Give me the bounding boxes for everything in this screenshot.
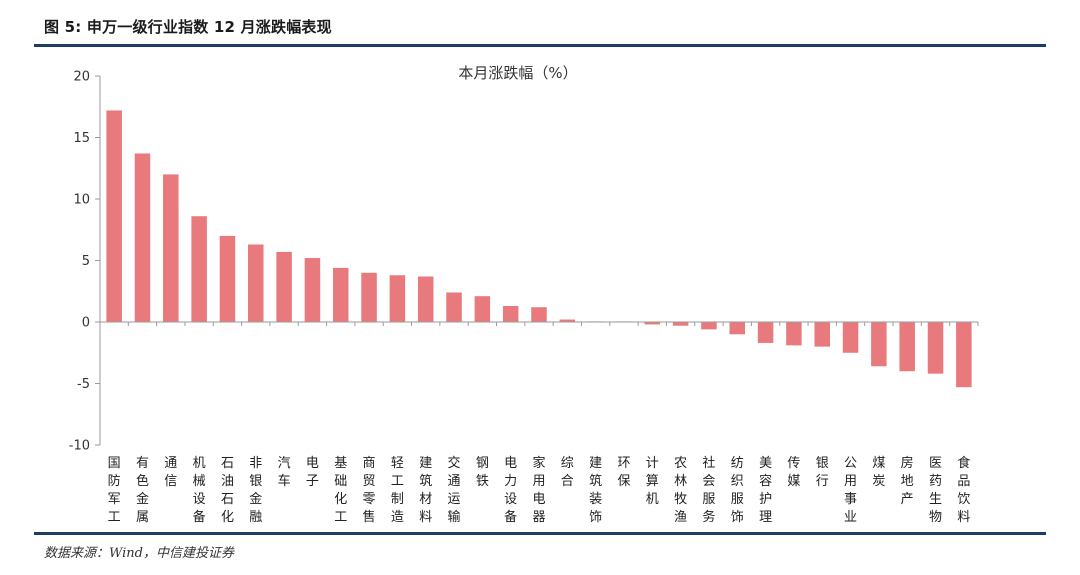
category-label: 环保 bbox=[617, 456, 630, 489]
category-label: 农林牧渔 bbox=[674, 456, 687, 525]
category-label: 国防军工 bbox=[108, 456, 121, 525]
bar bbox=[332, 267, 349, 322]
bar bbox=[871, 322, 887, 367]
bar bbox=[701, 322, 717, 330]
category-label: 建筑材料 bbox=[419, 456, 432, 525]
figure-header: 图 5: 申万一级行业指数 12 月涨跌幅表现 bbox=[44, 16, 1046, 37]
category-label: 非银金融 bbox=[249, 456, 262, 525]
bar bbox=[786, 322, 802, 346]
bar bbox=[644, 322, 661, 325]
chart-title: 本月涨跌幅（%） bbox=[458, 64, 577, 82]
category-label: 纺织服饰 bbox=[731, 456, 744, 525]
bar bbox=[446, 292, 462, 322]
category-label: 综合 bbox=[561, 456, 574, 489]
bar bbox=[927, 322, 944, 374]
bottom-rule bbox=[34, 532, 1046, 535]
category-label: 社会服务 bbox=[702, 455, 715, 525]
bar bbox=[248, 244, 264, 322]
bar bbox=[134, 153, 151, 322]
category-label: 轻工制造 bbox=[391, 456, 404, 525]
category-label: 基础化工 bbox=[334, 456, 347, 525]
category-label: 有色金属 bbox=[136, 456, 149, 525]
x-axis bbox=[99, 321, 979, 326]
bar bbox=[106, 110, 122, 322]
bar bbox=[842, 322, 859, 353]
bar bbox=[814, 322, 830, 347]
bar bbox=[191, 216, 207, 322]
bar bbox=[361, 272, 377, 322]
category-label: 医药生物 bbox=[929, 456, 942, 525]
figure-source: 数据来源：Wind，中信建投证券 bbox=[44, 546, 234, 561]
bar bbox=[672, 322, 689, 326]
bar bbox=[219, 235, 236, 322]
category-label: 电力设备 bbox=[504, 456, 517, 525]
category-label: 家用电器 bbox=[532, 455, 545, 525]
category-label: 电子 bbox=[306, 456, 319, 489]
bar bbox=[899, 322, 915, 372]
category-label: 煤炭 bbox=[872, 456, 885, 489]
bar bbox=[276, 251, 292, 322]
category-label: 公用事业 bbox=[844, 456, 857, 525]
top-rule bbox=[34, 44, 1046, 47]
bar bbox=[729, 322, 746, 335]
y-tick-label: -10 bbox=[69, 439, 90, 454]
category-label: 通信 bbox=[164, 456, 177, 489]
bar bbox=[502, 306, 519, 322]
category-label: 银行 bbox=[816, 456, 829, 489]
bar bbox=[757, 322, 774, 343]
category-label: 房地产 bbox=[901, 455, 914, 507]
bar bbox=[531, 307, 547, 322]
y-tick-label: 0 bbox=[82, 316, 90, 331]
category-label: 建筑装饰 bbox=[589, 456, 602, 525]
category-label: 传媒 bbox=[787, 456, 800, 489]
category-label: 钢铁 bbox=[476, 456, 489, 489]
category-label: 商贸零售 bbox=[363, 456, 376, 525]
y-tick-label: 10 bbox=[73, 193, 90, 208]
y-tick-label: 15 bbox=[73, 131, 90, 146]
bars bbox=[106, 110, 972, 388]
y-tick-label: 20 bbox=[73, 70, 90, 85]
category-label: 美容护理 bbox=[759, 456, 772, 525]
bar bbox=[956, 322, 972, 388]
category-label: 食品饮料 bbox=[957, 455, 970, 525]
y-axis: -10 -5 0 5 10 15 20 bbox=[69, 70, 101, 454]
bar bbox=[163, 174, 179, 322]
category-label: 石油石化 bbox=[221, 456, 234, 525]
y-tick-label: 5 bbox=[82, 254, 90, 269]
bar bbox=[304, 258, 321, 322]
category-label: 交通运输 bbox=[448, 455, 461, 525]
figure-title: 图 5: 申万一级行业指数 12 月涨跌幅表现 bbox=[44, 18, 332, 36]
y-tick-label: -5 bbox=[77, 377, 90, 392]
category-label: 汽车 bbox=[278, 456, 291, 489]
bar bbox=[389, 275, 406, 322]
category-label: 计算机 bbox=[646, 456, 659, 507]
bar bbox=[417, 276, 434, 322]
bar bbox=[474, 296, 491, 322]
category-label: 机械设备 bbox=[193, 456, 206, 525]
bar bbox=[559, 319, 576, 322]
